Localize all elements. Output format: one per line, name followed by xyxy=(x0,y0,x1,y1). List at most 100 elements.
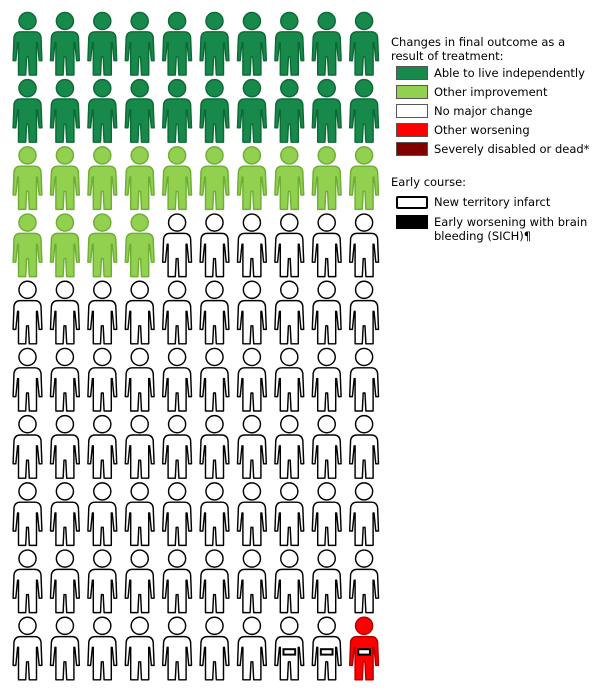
person-icon xyxy=(12,549,43,614)
legend-label-severe: Severely disabled or dead* xyxy=(434,142,590,156)
person-icon xyxy=(124,549,155,614)
person-icon xyxy=(161,414,193,479)
person-icon xyxy=(311,146,342,211)
person-icon xyxy=(87,280,118,345)
person-icon xyxy=(87,482,118,547)
new-infarct-marker xyxy=(282,648,297,656)
legend-swatch-worsening xyxy=(396,123,428,137)
person-icon xyxy=(274,146,305,211)
legend-swatch-no-change xyxy=(396,104,428,118)
person-icon xyxy=(348,78,380,143)
person-icon xyxy=(311,347,342,412)
person-icon xyxy=(348,549,380,614)
legend-label-no-change: No major change xyxy=(434,104,533,118)
outcome-legend-title: Changes in final outcome as a result of … xyxy=(391,35,566,63)
person-icon xyxy=(161,11,193,76)
person-icon xyxy=(199,280,230,345)
person-icon xyxy=(274,549,305,614)
person-icon xyxy=(274,213,305,278)
person-icon xyxy=(348,482,380,547)
person-icon xyxy=(12,414,43,479)
person-icon xyxy=(49,213,81,278)
person-icon xyxy=(124,347,155,412)
person-icon xyxy=(274,347,305,412)
person-icon xyxy=(311,11,342,76)
person-icon xyxy=(49,616,81,681)
person-icon xyxy=(87,549,118,614)
person-icon xyxy=(274,482,305,547)
person-icon xyxy=(348,616,380,681)
person-icon xyxy=(311,414,342,479)
person-icon xyxy=(348,414,380,479)
person-icon xyxy=(49,280,81,345)
person-icon xyxy=(124,616,155,681)
person-icon xyxy=(311,549,342,614)
person-icon xyxy=(161,347,193,412)
person-icon xyxy=(12,11,43,76)
person-icon xyxy=(236,78,268,143)
person-icon xyxy=(311,482,342,547)
legend-swatch-severe xyxy=(396,142,428,156)
person-icon xyxy=(12,482,43,547)
person-icon xyxy=(199,347,230,412)
person-icon xyxy=(311,78,342,143)
person-icon xyxy=(199,213,230,278)
person-icon xyxy=(236,213,268,278)
legend-label-improvement: Other improvement xyxy=(434,85,548,99)
person-icon xyxy=(348,146,380,211)
person-icon xyxy=(87,616,118,681)
person-icon xyxy=(12,78,43,143)
legend-label-new-infarct: New territory infarct xyxy=(434,195,551,209)
person-icon xyxy=(49,414,81,479)
person-icon xyxy=(274,616,305,681)
pictograph-grid xyxy=(12,11,380,681)
person-icon xyxy=(199,146,230,211)
person-icon xyxy=(236,280,268,345)
person-icon xyxy=(49,146,81,211)
person-icon xyxy=(236,616,268,681)
person-icon xyxy=(348,347,380,412)
person-icon xyxy=(87,78,118,143)
person-icon xyxy=(199,78,230,143)
legend-label-sich: Early worsening with brain bleeding (SIC… xyxy=(434,215,588,243)
person-icon xyxy=(236,347,268,412)
person-icon xyxy=(199,11,230,76)
legend-swatch-independent xyxy=(396,66,428,80)
person-icon xyxy=(199,616,230,681)
person-icon xyxy=(311,280,342,345)
person-icon xyxy=(236,146,268,211)
person-icon xyxy=(161,482,193,547)
person-icon xyxy=(49,482,81,547)
person-icon xyxy=(124,414,155,479)
person-icon xyxy=(87,11,118,76)
person-icon xyxy=(348,213,380,278)
person-icon xyxy=(274,11,305,76)
person-icon xyxy=(274,280,305,345)
person-icon xyxy=(87,347,118,412)
person-icon xyxy=(311,213,342,278)
person-icon xyxy=(124,146,155,211)
person-icon xyxy=(49,11,81,76)
person-icon xyxy=(236,11,268,76)
person-icon xyxy=(161,616,193,681)
person-icon xyxy=(124,280,155,345)
person-icon xyxy=(161,213,193,278)
person-icon xyxy=(236,414,268,479)
person-icon xyxy=(124,213,155,278)
person-icon xyxy=(348,280,380,345)
person-icon xyxy=(12,347,43,412)
person-icon xyxy=(124,78,155,143)
person-icon xyxy=(161,146,193,211)
person-icon xyxy=(49,347,81,412)
person-icon xyxy=(199,414,230,479)
person-icon xyxy=(87,414,118,479)
person-icon xyxy=(12,280,43,345)
early-legend-title: Early course: xyxy=(391,175,467,189)
person-icon xyxy=(12,213,43,278)
legend-label-independent: Able to live independently xyxy=(434,66,585,80)
legend-swatch-new-infarct xyxy=(396,196,428,209)
person-icon xyxy=(236,482,268,547)
person-icon xyxy=(49,78,81,143)
person-icon xyxy=(311,616,342,681)
person-icon xyxy=(274,78,305,143)
